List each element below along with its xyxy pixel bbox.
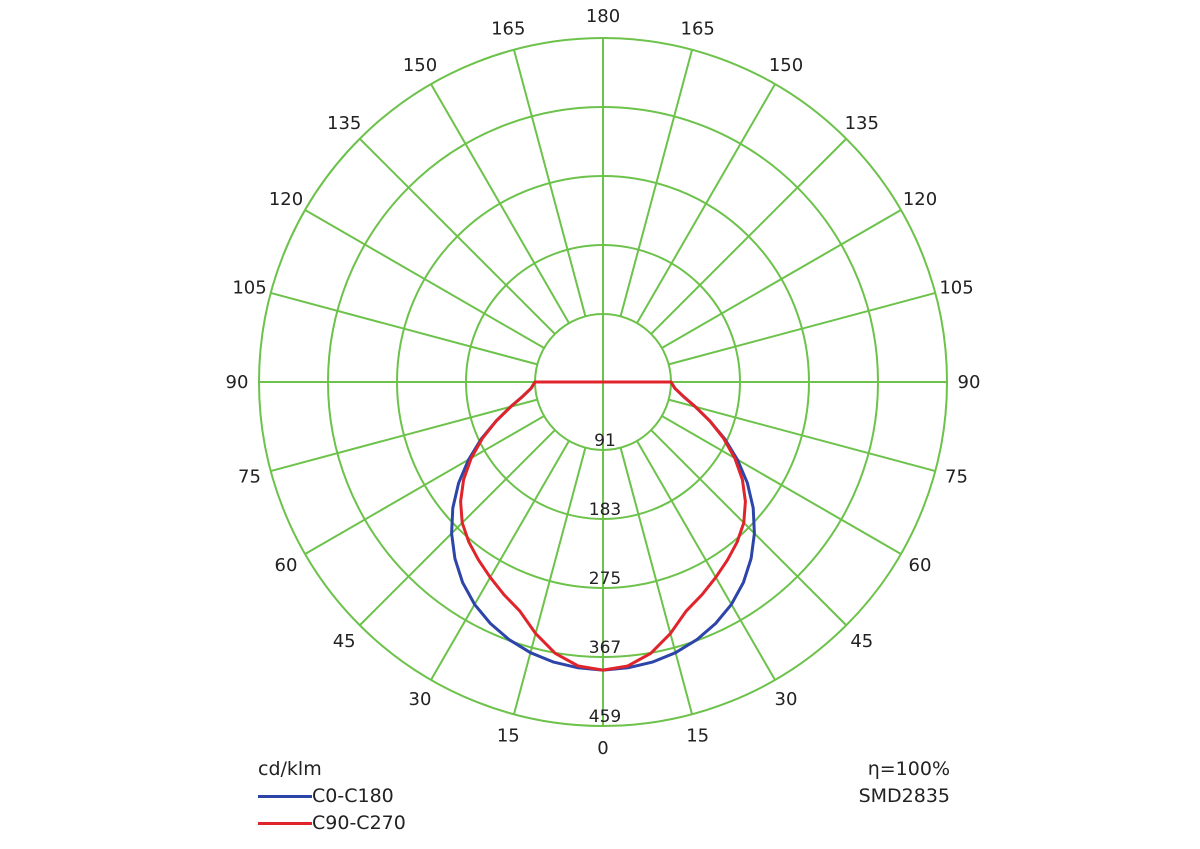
grid-spoke <box>513 447 587 715</box>
angle-label: 15 <box>497 726 520 747</box>
radial-tick-label: 367 <box>589 638 621 658</box>
grid-spoke <box>270 292 538 366</box>
legend-label-c90-c270: C90-C270 <box>312 812 406 834</box>
grid-spoke <box>270 398 538 472</box>
grid-spoke <box>661 415 902 555</box>
angle-label: 120 <box>903 189 937 210</box>
angle-label: 120 <box>269 189 303 210</box>
angle-labels: 0 15 30 45 60 75 90 105 120 135 150 165 180 15 30 45 60 7… <box>226 6 981 759</box>
angle-label: 150 <box>403 55 437 76</box>
angle-label: 15 <box>686 726 709 747</box>
grid-spoke <box>359 429 556 626</box>
grid-spoke <box>668 292 936 366</box>
radial-tick-labels: 91 183 275 367 459 <box>589 431 621 727</box>
angle-label: 135 <box>327 113 361 134</box>
angle-label: 60 <box>275 555 298 576</box>
grid-spoke <box>430 440 570 681</box>
angle-label: 75 <box>945 467 968 488</box>
grid-spoke <box>513 49 587 317</box>
grid-spoke <box>650 429 847 626</box>
grid-spoke <box>430 83 570 324</box>
legend-swatch-c0-c180 <box>258 795 312 798</box>
angle-label: 165 <box>681 19 715 40</box>
angle-label: 90 <box>958 372 981 393</box>
radial-tick-label: 183 <box>589 500 621 520</box>
angle-label: 150 <box>769 55 803 76</box>
legend-label-c0-c180: C0-C180 <box>312 785 394 807</box>
angle-label: 90 <box>226 372 249 393</box>
radial-tick-label: 459 <box>589 707 621 727</box>
angle-label: 60 <box>909 555 932 576</box>
radial-tick-label: 91 <box>594 431 616 451</box>
units-label: cd/klm <box>258 758 322 780</box>
grid-spoke <box>619 447 693 715</box>
led-type-label: SMD2835 <box>858 785 950 807</box>
intensity-curves <box>450 380 756 672</box>
curve-c90-c270 <box>459 380 747 672</box>
grid-spoke <box>661 209 902 349</box>
angle-label: 105 <box>232 277 266 298</box>
grid-spoke <box>304 415 545 555</box>
grid-spoke <box>636 440 776 681</box>
grid-spoke <box>668 398 936 472</box>
angle-label: 180 <box>586 6 620 27</box>
angle-label: 165 <box>491 19 525 40</box>
angle-label: 30 <box>775 689 798 710</box>
grid-spoke <box>650 138 847 335</box>
grid-spoke <box>636 83 776 324</box>
efficiency-label: η=100% <box>867 758 950 780</box>
angle-label: 30 <box>409 689 432 710</box>
angle-label: 0 <box>597 738 608 759</box>
angle-grid-spokes <box>259 38 947 726</box>
grid-spoke <box>359 138 556 335</box>
angle-label: 45 <box>333 631 356 652</box>
angle-label: 105 <box>939 277 973 298</box>
angle-label: 75 <box>238 467 261 488</box>
radial-tick-label: 275 <box>589 569 621 589</box>
grid-spoke <box>304 209 545 349</box>
grid-spoke <box>619 49 693 317</box>
angle-label: 45 <box>850 631 873 652</box>
legend-swatch-c90-c270 <box>258 822 312 825</box>
angle-label: 135 <box>845 113 879 134</box>
